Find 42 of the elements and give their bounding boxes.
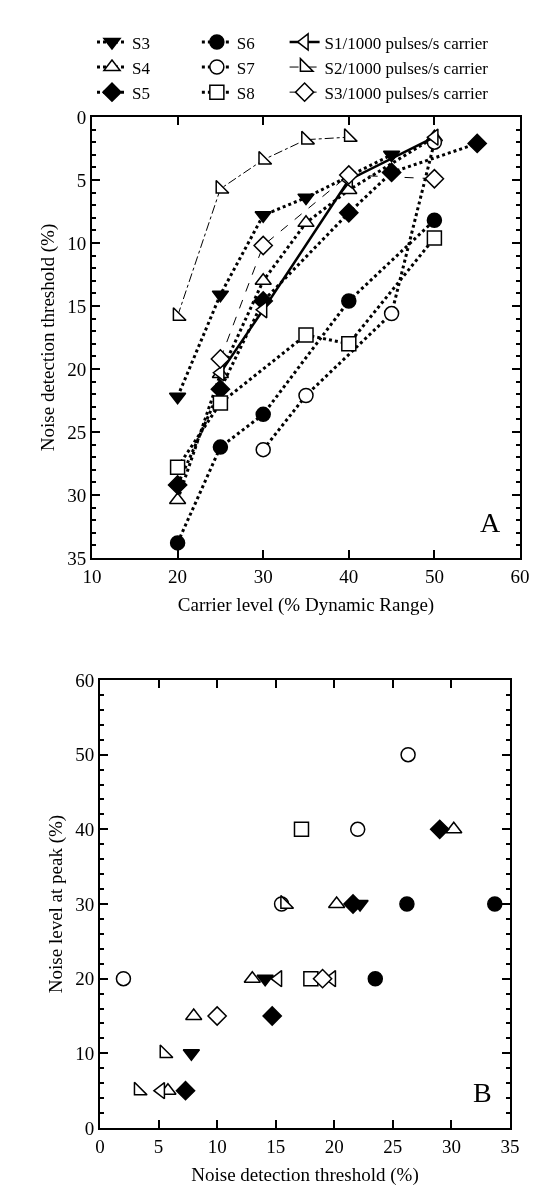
y-tick-label: 35 <box>67 547 87 569</box>
legend-label: S5 <box>132 83 150 103</box>
x-tick-label: 30 <box>441 1135 461 1157</box>
legend-label: S2/1000 pulses/s carrier <box>324 58 489 78</box>
x-tick-label: 15 <box>266 1135 286 1157</box>
x-axis-title: Carrier level (% Dynamic Range) <box>177 594 435 617</box>
legend-label: S7 <box>236 58 256 78</box>
legend-label: S6 <box>236 33 255 53</box>
x-axis-title: Noise detection threshold (%) <box>191 1164 419 1187</box>
y-tick-label: 30 <box>67 484 87 506</box>
x-tick-label: 50 <box>424 565 444 587</box>
y-tick-label: 20 <box>75 968 95 990</box>
x-tick-label: 40 <box>339 565 359 587</box>
x-tick-label: 30 <box>253 565 273 587</box>
x-tick-label: 20 <box>168 565 188 587</box>
y-tick-label: 20 <box>67 358 87 380</box>
y-axis-title: Noise detection threshold (%) <box>36 223 59 452</box>
x-tick-label: 25 <box>383 1135 403 1157</box>
y-tick-label: 0 <box>76 106 87 128</box>
x-tick-label: 10 <box>207 1135 227 1157</box>
x-tick-label: 60 <box>510 565 530 587</box>
y-tick-label: 60 <box>75 669 95 691</box>
annotation: B <box>473 1077 492 1108</box>
x-tick-label: 5 <box>153 1135 164 1157</box>
legend-label: S8 <box>236 83 255 103</box>
legend-label: S3/1000 pulses/s carrier <box>324 83 489 103</box>
x-tick-label: 35 <box>500 1135 520 1157</box>
y-axis-title: Noise level at peak (%) <box>44 814 67 994</box>
y-tick-label: 0 <box>84 1117 95 1139</box>
legend-label: S1/1000 pulses/s carrier <box>324 33 489 53</box>
legend-label: S3 <box>132 33 150 53</box>
legend-label: S4 <box>132 58 151 78</box>
y-tick-label: 25 <box>67 421 87 443</box>
y-tick-label: 15 <box>67 295 87 317</box>
y-tick-label: 30 <box>75 893 95 915</box>
x-tick-label: 20 <box>324 1135 344 1157</box>
y-tick-label: 5 <box>76 169 87 191</box>
y-tick-label: 40 <box>75 818 95 840</box>
annotation: A <box>480 507 501 538</box>
y-tick-label: 10 <box>67 232 87 254</box>
y-tick-label: 10 <box>75 1042 95 1064</box>
y-tick-label: 50 <box>75 744 95 766</box>
